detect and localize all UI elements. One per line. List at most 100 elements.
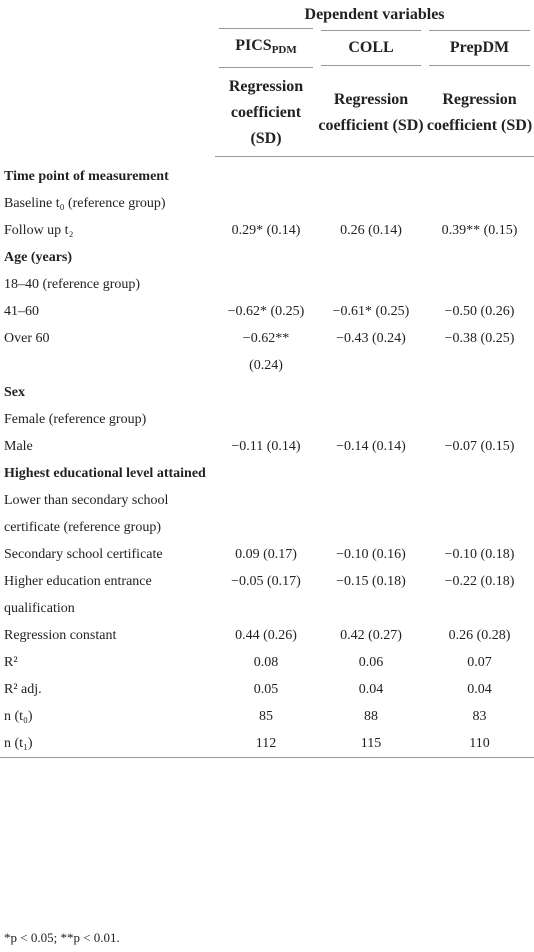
value-cell — [425, 406, 534, 433]
value-cell — [317, 406, 425, 433]
value-cell — [317, 379, 425, 406]
row-label: Higher education entrance qualification — [4, 573, 152, 616]
header-row: Regression coefficient (SD) Regression co… — [0, 68, 534, 157]
value-cell: −0.15 (0.18) — [336, 573, 406, 589]
column-header: PICSPDM — [219, 28, 313, 68]
value-cell: 88 — [364, 708, 378, 724]
value-cell: 0.42 (0.27) — [340, 627, 402, 643]
value-cell: 110 — [469, 735, 490, 751]
value-cell — [215, 271, 317, 298]
row-label: R² — [4, 654, 18, 670]
row-label: Baseline t₀ (reference group) — [4, 195, 166, 211]
subheader-cell: Regression coefficient (SD) — [317, 68, 425, 157]
value-cell — [425, 487, 534, 541]
value-cell — [317, 460, 425, 487]
row-label: Regression constant — [4, 627, 117, 643]
row-label: Male — [4, 438, 33, 454]
row-label: 18–40 (reference group) — [4, 276, 141, 292]
value-cell: 0.04 — [467, 681, 492, 697]
column-header-cell: PICSPDM — [215, 28, 317, 68]
value-cell — [317, 190, 425, 217]
subheader-cell: Regression coefficient (SD) — [215, 68, 317, 157]
value-cell: 85 — [259, 708, 273, 724]
data-row: n (t₁) 112 115 110 — [0, 730, 534, 758]
column-name: PICS — [235, 37, 272, 54]
value-cell: 0.07 — [467, 654, 492, 670]
data-row: R² adj. 0.05 0.04 0.04 — [0, 676, 534, 703]
group-header-cell: Dependent variables — [215, 0, 534, 28]
column-header: COLL — [321, 30, 421, 66]
row-label: Lower than secondary school certificate … — [4, 492, 169, 535]
value-cell — [425, 271, 534, 298]
data-row: Higher education entrance qualification −… — [0, 568, 534, 622]
row-label: Age (years) — [4, 249, 73, 265]
data-row: n (t₀) 85 88 83 — [0, 703, 534, 730]
value-cell: −0.43 (0.24) — [336, 330, 406, 346]
header-row: PICSPDM COLL PrepDM — [0, 28, 534, 68]
column-name: PrepDM — [449, 39, 510, 56]
value-cell: 83 — [472, 708, 487, 724]
subheader: Regression coefficient (SD) — [228, 78, 304, 147]
row-label: Time point of measurement — [4, 168, 169, 184]
row-label: n (t₀) — [4, 708, 33, 724]
row-label: Highest educational level attained — [4, 465, 206, 481]
value-cell: 115 — [360, 735, 382, 751]
row-label: Female (reference group) — [4, 411, 147, 427]
regression-table: Dependent variables PICSPDM COLL PrepDM Regr… — [0, 0, 534, 758]
data-row: Secondary school certificate 0.09 (0.17) −… — [0, 541, 534, 568]
data-row: Female (reference group) — [0, 406, 534, 433]
rule-cell — [425, 756, 534, 758]
data-row: R² 0.08 0.06 0.07 — [0, 649, 534, 676]
subheader-cell: Regression coefficient (SD) — [425, 68, 534, 157]
subheader: Regression coefficient (SD) — [426, 91, 533, 134]
data-row: 18–40 (reference group) — [0, 271, 534, 298]
value-cell: −0.10 (0.16) — [336, 546, 406, 562]
value-cell — [425, 379, 534, 406]
value-cell: −0.14 (0.14) — [336, 438, 406, 454]
value-cell: 0.04 — [358, 681, 384, 697]
value-cell — [317, 271, 425, 298]
column-header: PrepDM — [429, 30, 531, 66]
table-head: Dependent variables PICSPDM COLL PrepDM Regr… — [0, 0, 534, 157]
value-cell: −0.11 (0.14) — [231, 438, 301, 454]
value-cell: −0.38 (0.25) — [444, 330, 515, 346]
column-subscript: PDM — [271, 44, 297, 56]
section-row: Sex — [0, 379, 534, 406]
section-row: Highest educational level attained — [0, 460, 534, 487]
value-cell: 112 — [255, 735, 277, 751]
table-rule — [0, 756, 534, 758]
row-label: R² adj. — [4, 681, 42, 697]
section-row: Age (years) — [0, 244, 534, 271]
value-cell: −0.05 (0.17) — [231, 573, 301, 589]
value-cell — [215, 379, 317, 406]
data-row: Over 60 −0.62** (0.24) −0.43 (0.24) −0.38 (… — [0, 325, 534, 379]
value-cell: 0.26 (0.14) — [340, 222, 402, 238]
row-label: Secondary school certificate — [4, 546, 163, 562]
value-cell — [215, 487, 317, 541]
value-cell: −0.61* (0.25) — [332, 303, 410, 319]
column-name: COLL — [348, 39, 394, 56]
header-cell — [0, 0, 215, 28]
value-cell — [425, 244, 534, 271]
value-cell: −0.10 (0.18) — [444, 546, 515, 562]
subheader: Regression coefficient (SD) — [318, 91, 424, 134]
group-header: Dependent variables — [304, 6, 445, 23]
value-cell — [215, 406, 317, 433]
header-row: Dependent variables — [0, 0, 534, 28]
value-cell: −0.50 (0.26) — [444, 303, 515, 319]
value-cell — [317, 244, 425, 271]
value-cell: −0.07 (0.15) — [444, 438, 515, 454]
value-cell — [215, 244, 317, 271]
data-row: Regression constant 0.44 (0.26) 0.42 (0.27… — [0, 622, 534, 649]
column-header-cell: PrepDM — [425, 28, 534, 68]
value-cell — [425, 460, 534, 487]
row-label: Sex — [4, 384, 25, 400]
value-cell — [215, 157, 317, 190]
value-cell: 0.08 — [253, 654, 279, 670]
value-cell — [317, 157, 425, 190]
value-cell: −0.62* (0.25) — [227, 303, 305, 319]
value-cell — [425, 157, 534, 190]
row-label: n (t₁) — [4, 735, 33, 751]
row-label: Over 60 — [4, 330, 50, 346]
